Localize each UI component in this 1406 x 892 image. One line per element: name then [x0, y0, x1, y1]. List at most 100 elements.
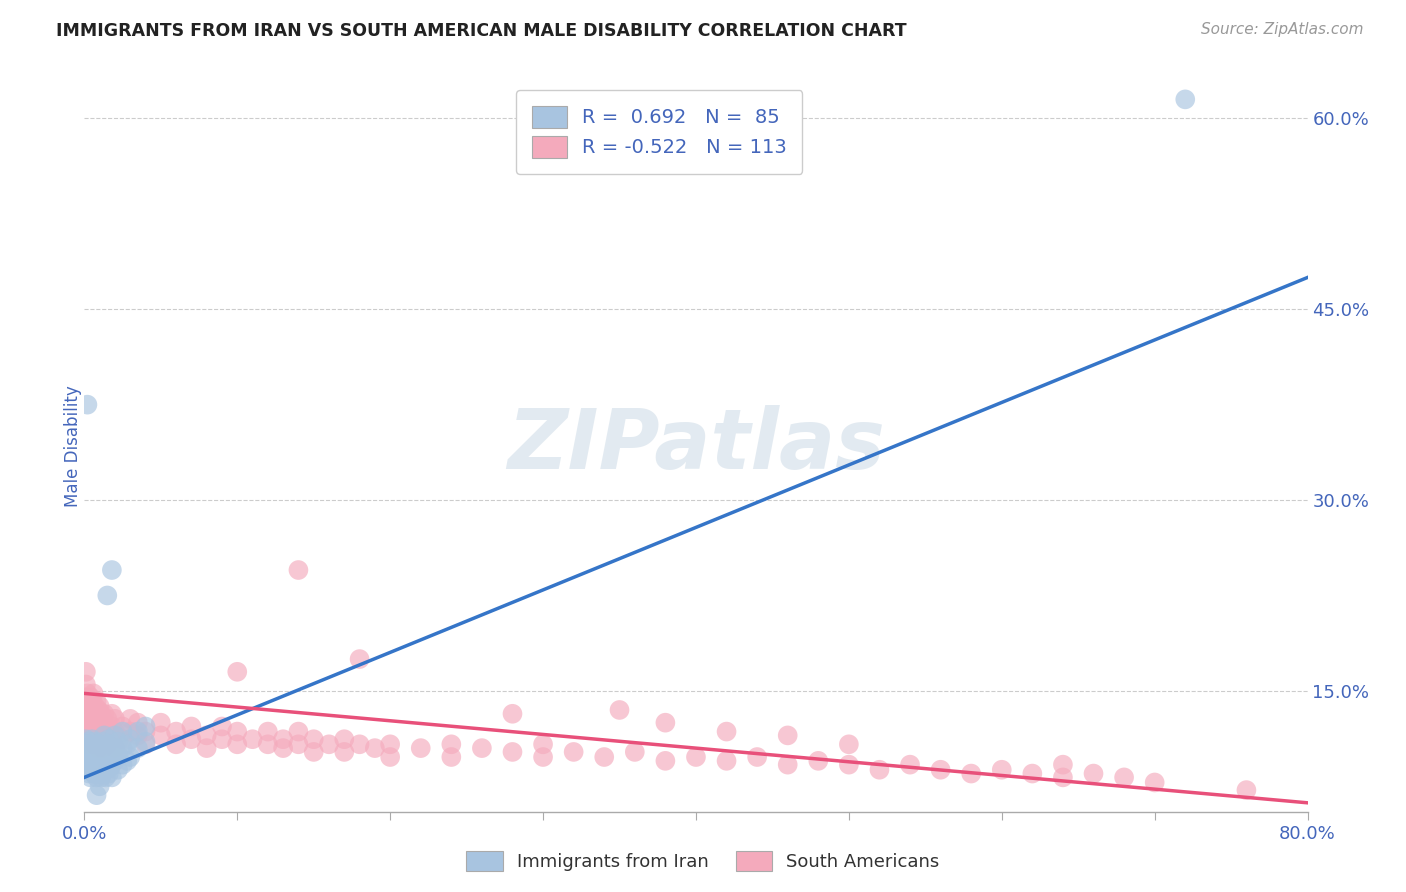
Point — [87, 728, 110, 742]
Point — [271, 732, 294, 747]
Point — [165, 724, 187, 739]
Point — [77, 735, 100, 749]
Point — [87, 741, 110, 756]
Point — [87, 747, 110, 762]
Point — [104, 741, 127, 756]
Point — [107, 763, 129, 777]
Point — [226, 665, 249, 679]
Point — [79, 728, 101, 742]
Point — [87, 715, 110, 730]
Text: IMMIGRANTS FROM IRAN VS SOUTH AMERICAN MALE DISABILITY CORRELATION CHART: IMMIGRANTS FROM IRAN VS SOUTH AMERICAN M… — [56, 22, 907, 40]
Point — [107, 735, 129, 749]
Point — [89, 699, 111, 714]
Point — [349, 652, 371, 666]
Point — [76, 763, 98, 777]
Point — [83, 715, 105, 730]
Point — [86, 732, 108, 747]
Point — [93, 719, 115, 733]
Point — [409, 741, 432, 756]
Point — [111, 757, 134, 772]
Point — [93, 763, 115, 777]
Point — [333, 732, 356, 747]
Point — [211, 719, 233, 733]
Point — [211, 732, 233, 747]
Point — [120, 732, 142, 747]
Point — [364, 741, 387, 756]
Point — [807, 754, 830, 768]
Point — [101, 732, 124, 747]
Point — [195, 728, 218, 742]
Point — [87, 703, 110, 717]
Point — [86, 770, 108, 784]
Point — [75, 709, 97, 723]
Point — [1052, 757, 1074, 772]
Point — [1236, 783, 1258, 797]
Point — [440, 750, 463, 764]
Point — [127, 724, 149, 739]
Point — [75, 665, 97, 679]
Point — [77, 747, 100, 762]
Point — [75, 741, 97, 756]
Point — [716, 754, 738, 768]
Point — [302, 745, 325, 759]
Point — [685, 750, 707, 764]
Point — [104, 754, 127, 768]
Point — [104, 724, 127, 739]
Point — [96, 737, 118, 751]
Point — [90, 706, 112, 721]
Point — [531, 737, 554, 751]
Point — [89, 712, 111, 726]
Point — [127, 715, 149, 730]
Point — [75, 750, 97, 764]
Point — [349, 737, 371, 751]
Point — [101, 747, 124, 762]
Point — [93, 754, 115, 768]
Point — [93, 728, 115, 742]
Point — [83, 741, 105, 756]
Point — [111, 732, 134, 747]
Point — [91, 735, 114, 749]
Point — [76, 745, 98, 759]
Point — [76, 715, 98, 730]
Point — [89, 763, 111, 777]
Point — [104, 741, 127, 756]
Point — [96, 589, 118, 603]
Point — [609, 703, 631, 717]
Point — [104, 728, 127, 742]
Point — [838, 757, 860, 772]
Point — [135, 737, 157, 751]
Point — [127, 741, 149, 756]
Point — [86, 788, 108, 802]
Point — [502, 706, 524, 721]
Point — [77, 724, 100, 739]
Point — [83, 757, 105, 772]
Point — [76, 686, 98, 700]
Point — [120, 750, 142, 764]
Point — [302, 732, 325, 747]
Point — [96, 757, 118, 772]
Point — [107, 747, 129, 762]
Point — [287, 724, 309, 739]
Point — [776, 757, 799, 772]
Legend: Immigrants from Iran, South Americans: Immigrants from Iran, South Americans — [460, 844, 946, 879]
Point — [991, 763, 1014, 777]
Point — [75, 728, 97, 742]
Point — [135, 719, 157, 733]
Point — [76, 737, 98, 751]
Point — [86, 741, 108, 756]
Point — [115, 737, 138, 751]
Point — [120, 724, 142, 739]
Point — [180, 719, 202, 733]
Point — [929, 763, 952, 777]
Point — [271, 741, 294, 756]
Point — [80, 763, 103, 777]
Point — [75, 754, 97, 768]
Point — [91, 712, 114, 726]
Point — [149, 728, 172, 742]
Point — [84, 699, 107, 714]
Point — [77, 754, 100, 768]
Point — [80, 754, 103, 768]
Point — [257, 737, 280, 751]
Point — [94, 741, 117, 756]
Point — [87, 757, 110, 772]
